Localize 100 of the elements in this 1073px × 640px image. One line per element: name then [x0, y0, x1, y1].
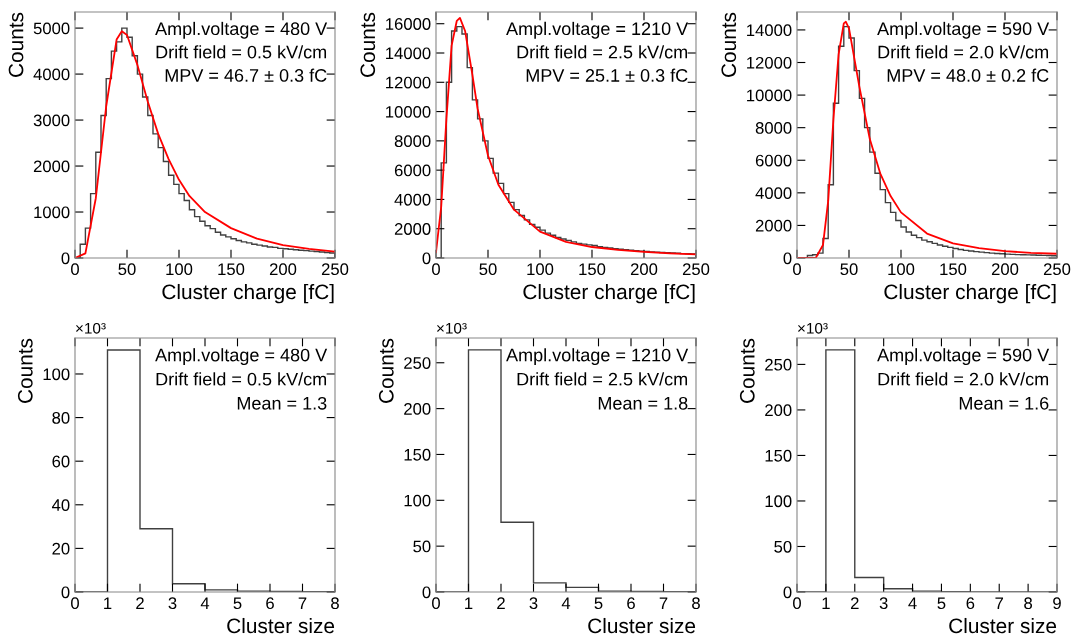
x-tick-label: 0 — [793, 263, 801, 276]
x-axis-title: Cluster size — [949, 617, 1057, 634]
y-axis-title: Counts — [378, 338, 394, 403]
y-tick-label: 0 — [783, 252, 792, 265]
annotation: Ampl.voltage = 1210 V — [506, 21, 689, 39]
x-tick-label: 7 — [995, 597, 1004, 609]
y-tick-label: 12000 — [386, 76, 431, 89]
y-tick-label: 200 — [404, 403, 431, 415]
y-tick-label: 8000 — [755, 122, 792, 134]
y-tick-label: 6000 — [755, 154, 792, 167]
x-tick-label: 2 — [850, 597, 859, 609]
annotation: Drift field = 0.5 kV/cm — [156, 372, 327, 386]
y-tick-label: 100 — [404, 494, 431, 507]
x-tick-label: 150 — [218, 263, 245, 276]
x-axis-title: Cluster charge [fC] — [523, 283, 695, 304]
y-tick-label: 5000 — [33, 22, 70, 35]
x-tick-label: 7 — [298, 597, 307, 609]
annotation: Mean = 1.6 — [959, 396, 1049, 410]
annotation: Ampl.voltage = 480 V — [155, 348, 328, 365]
y-tick-label: 2000 — [755, 219, 792, 232]
x-tick-label: 1 — [822, 597, 830, 609]
x-tick-label: 200 — [269, 263, 297, 276]
y-axis-title: Counts — [721, 12, 737, 77]
annotation: Ampl.voltage = 480 V — [155, 21, 328, 39]
y-tick-label: 14000 — [747, 24, 792, 37]
x-tick-label: 50 — [840, 263, 858, 276]
y-tick-label: 14000 — [386, 47, 431, 60]
y-tick-label: 10000 — [747, 89, 792, 102]
x-tick-label: 250 — [1043, 263, 1071, 276]
x-tick-label: 1 — [465, 597, 473, 609]
annotation: Ampl.voltage = 590 V — [877, 348, 1050, 365]
y-tick-label: 100 — [765, 495, 792, 508]
annotation: Drift field = 2.0 kV/cm — [878, 372, 1049, 386]
y-tick-label: 40 — [51, 499, 70, 511]
y-tick-label: 16000 — [386, 18, 431, 30]
x-tick-label: 1 — [104, 597, 112, 609]
x-tick-label: 100 — [166, 263, 193, 276]
x-tick-label: 4 — [561, 597, 571, 609]
y-tick-label: 150 — [765, 449, 792, 462]
x-tick-label: 250 — [682, 263, 710, 276]
y-tick-label: 20 — [52, 542, 70, 555]
x-axis-title: Cluster size — [227, 617, 335, 634]
annotation: MPV = 46.7 ± 0.3 fC — [165, 68, 327, 82]
y-tick-label: 0 — [422, 252, 431, 265]
y-tick-label: 1000 — [34, 206, 70, 219]
chart-subtitle: ×10³ — [798, 322, 828, 334]
y-tick-label: 60 — [52, 455, 70, 468]
x-tick-label: 4 — [908, 597, 917, 609]
annotation: Drift field = 2.5 kV/cm — [517, 45, 688, 59]
x-tick-label: 150 — [579, 263, 606, 276]
y-tick-label: 100 — [43, 368, 70, 381]
x-tick-label: 3 — [879, 597, 888, 610]
x-tick-label: 2 — [136, 597, 144, 609]
x-tick-label: 0 — [432, 597, 440, 610]
x-tick-label: 2 — [497, 597, 505, 609]
y-tick-label: 50 — [774, 540, 792, 553]
y-tick-label: 10000 — [386, 105, 431, 118]
annotation: Mean = 1.3 — [237, 396, 327, 410]
x-tick-label: 50 — [479, 263, 497, 276]
x-tick-label: 8 — [331, 597, 339, 610]
y-axis-title: Counts — [8, 12, 24, 77]
y-tick-label: 150 — [404, 448, 431, 461]
x-tick-label: 5 — [233, 597, 242, 610]
x-tick-label: 0 — [432, 263, 440, 276]
x-tick-label: 5 — [937, 597, 946, 610]
annotation: Drift field = 2.5 kV/cm — [517, 372, 688, 386]
x-tick-label: 6 — [966, 597, 975, 610]
x-tick-label: 3 — [168, 597, 177, 610]
y-tick-label: 4000 — [755, 187, 792, 200]
x-axis-title: Cluster size — [588, 617, 696, 634]
x-tick-label: 8 — [692, 597, 700, 610]
y-tick-label: 200 — [765, 404, 792, 417]
y-tick-label: 2000 — [394, 223, 431, 235]
annotation: MPV = 48.0 ± 0.2 fC — [887, 68, 1049, 82]
y-tick-label: 2000 — [33, 160, 70, 173]
y-tick-label: 250 — [765, 358, 792, 371]
y-tick-label: 50 — [413, 540, 431, 553]
x-tick-label: 6 — [627, 597, 635, 610]
x-tick-label: 9 — [1053, 597, 1061, 610]
x-tick-label: 150 — [940, 263, 967, 276]
x-axis-title: Cluster charge [fC] — [884, 283, 1056, 304]
x-tick-label: 50 — [118, 263, 136, 276]
annotation: Drift field = 2.0 kV/cm — [878, 45, 1049, 59]
y-tick-label: 4000 — [33, 68, 70, 81]
annotation: Ampl.voltage = 590 V — [877, 21, 1050, 39]
y-axis-title: Counts — [360, 12, 376, 77]
x-tick-label: 4 — [200, 597, 210, 609]
y-tick-label: 0 — [422, 586, 431, 599]
y-tick-label: 0 — [61, 586, 70, 599]
y-axis-title: Counts — [739, 338, 755, 403]
x-tick-label: 200 — [991, 263, 1019, 276]
x-tick-label: 7 — [659, 597, 668, 609]
x-tick-label: 3 — [529, 597, 538, 610]
chart-subtitle: ×10³ — [437, 322, 467, 334]
x-axis-title: Cluster charge [fC] — [162, 283, 334, 304]
y-axis-title: Counts — [17, 338, 33, 403]
x-tick-label: 5 — [594, 597, 603, 610]
x-tick-label: 8 — [1024, 597, 1033, 610]
x-tick-label: 0 — [71, 263, 79, 276]
annotation: Ampl.voltage = 1210 V — [506, 348, 689, 365]
